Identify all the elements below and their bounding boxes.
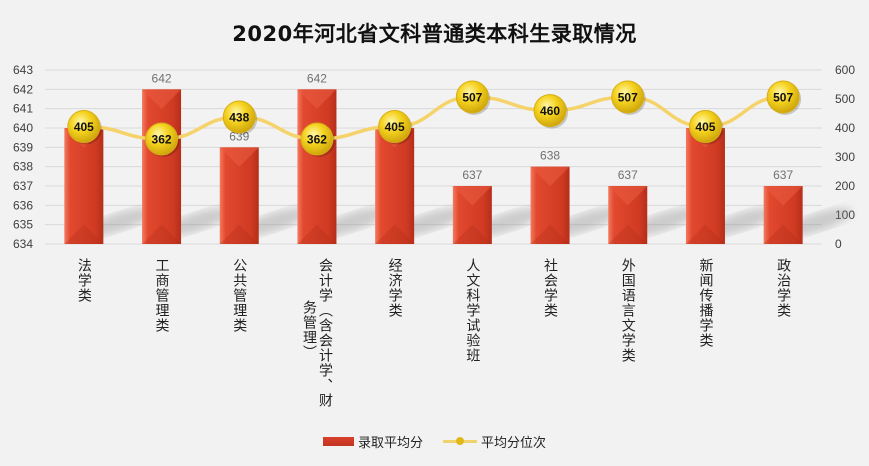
line-point [766, 80, 800, 114]
line-point [67, 110, 101, 144]
y-right-tick-label: 200 [835, 179, 855, 193]
bar-bevel [452, 224, 492, 244]
bar [142, 89, 182, 244]
bar-bevel [608, 186, 648, 206]
bar-bevel [375, 224, 415, 244]
y-right-tick-label: 500 [835, 92, 855, 106]
line-data-label: 405 [385, 120, 405, 134]
line-data-label: 507 [618, 90, 638, 104]
x-category-label: 工商管理类 [153, 258, 170, 333]
legend: 录取平均分 平均分位次 [0, 432, 869, 451]
line-data-label: 362 [307, 133, 327, 147]
bar-bevel [219, 147, 259, 167]
y-left-tick-label: 634 [13, 237, 33, 251]
x-category-label: 公共管理类 [231, 258, 248, 333]
line-point [300, 122, 334, 156]
legend-label-line: 平均分位次 [481, 436, 547, 451]
bar-bevel [142, 89, 182, 109]
bar-data-label: 639 [229, 129, 249, 143]
line-point [145, 122, 179, 156]
line-point [222, 100, 256, 134]
line-point [533, 94, 567, 128]
x-category-label: 外国语言文学类 [619, 258, 636, 363]
y-left-tick-label: 639 [13, 140, 33, 154]
line-data-label: 405 [74, 120, 94, 134]
bar-bevel [608, 224, 648, 244]
bar-bevel [685, 224, 725, 244]
x-category-label: 会计学（含会计学、财 [316, 258, 333, 408]
y-left-tick-label: 635 [13, 218, 33, 232]
bar [297, 89, 337, 244]
x-category-label: 政治学类 [775, 258, 792, 318]
bar-bevel [763, 186, 803, 206]
x-category-label: 务管理） [300, 300, 317, 360]
y-left-tick-label: 640 [13, 121, 33, 135]
y-right-tick-label: 600 [835, 63, 855, 77]
legend-swatch-line [443, 437, 477, 445]
bar-bevel [763, 224, 803, 244]
y-left-tick-label: 641 [13, 102, 33, 116]
bar-bevel [142, 224, 182, 244]
y-left-tick-label: 637 [13, 179, 33, 193]
line-data-label: 507 [773, 90, 793, 104]
legend-swatch-bar [322, 437, 354, 446]
x-category-label: 人文科学试验班 [464, 258, 481, 363]
bar-data-label: 637 [773, 168, 793, 182]
legend-label-bar: 录取平均分 [357, 436, 423, 451]
line-data-label: 460 [540, 104, 560, 118]
line-data-label: 405 [695, 120, 715, 134]
bar-data-label: 637 [462, 168, 482, 182]
bar-bevel [297, 224, 337, 244]
y-right-tick-label: 0 [835, 237, 842, 251]
bar-bevel [219, 224, 259, 244]
line-point [688, 110, 722, 144]
x-category-label: 经济学类 [386, 258, 403, 318]
legend-item-line: 平均分位次 [443, 432, 546, 451]
y-left-tick-label: 643 [13, 63, 33, 77]
line-point [378, 110, 412, 144]
y-right-tick-label: 300 [835, 150, 855, 164]
bar-data-label: 642 [307, 71, 327, 85]
series-line [83, 95, 784, 141]
chart-title: 2020年河北省文科普通类本科生录取情况 [232, 22, 637, 46]
bar-bevel [452, 186, 492, 206]
line-data-label: 507 [462, 90, 482, 104]
line-data-label: 362 [152, 133, 172, 147]
bar-data-label: 642 [152, 71, 172, 85]
y-left-tick-label: 638 [13, 160, 33, 174]
x-category-label: 社会学类 [542, 258, 559, 318]
x-category-label: 新闻传播学类 [697, 258, 714, 348]
bar-bevel [530, 166, 570, 187]
x-category-label: 法学类 [75, 258, 92, 303]
line-point [611, 80, 645, 114]
line-point [455, 80, 489, 114]
bar-bevel [64, 224, 104, 244]
bar-data-label: 637 [618, 168, 638, 182]
bar-bevel [530, 224, 570, 244]
bar-bevel [297, 89, 337, 109]
legend-item-bar: 录取平均分 [322, 432, 423, 451]
line-data-label: 438 [229, 110, 249, 124]
y-right-tick-label: 400 [835, 121, 855, 135]
y-left-tick-label: 636 [13, 198, 33, 212]
bar-data-label: 638 [540, 149, 560, 163]
y-left-tick-label: 642 [13, 82, 33, 96]
